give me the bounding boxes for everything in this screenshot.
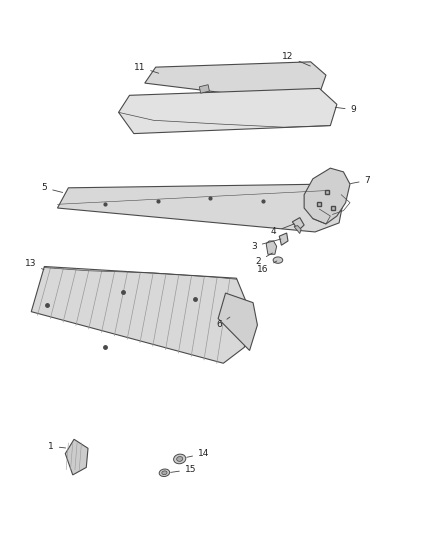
Polygon shape bbox=[65, 439, 88, 475]
Text: 2: 2 bbox=[255, 253, 272, 265]
Text: 15: 15 bbox=[171, 465, 196, 474]
Polygon shape bbox=[294, 225, 301, 233]
Text: 3: 3 bbox=[251, 239, 281, 251]
Text: 6: 6 bbox=[216, 317, 230, 329]
Text: 12: 12 bbox=[283, 52, 310, 66]
Polygon shape bbox=[119, 88, 337, 134]
Text: 16: 16 bbox=[257, 261, 277, 273]
Ellipse shape bbox=[159, 469, 170, 477]
Polygon shape bbox=[199, 85, 209, 93]
Text: 7: 7 bbox=[350, 176, 370, 185]
Text: 1: 1 bbox=[48, 442, 66, 451]
Ellipse shape bbox=[162, 471, 167, 475]
Polygon shape bbox=[31, 266, 250, 364]
Polygon shape bbox=[279, 233, 288, 245]
Text: 14: 14 bbox=[187, 449, 209, 458]
Polygon shape bbox=[292, 217, 304, 230]
Text: 13: 13 bbox=[25, 260, 44, 270]
Polygon shape bbox=[145, 62, 326, 103]
Ellipse shape bbox=[273, 257, 283, 263]
Text: 5: 5 bbox=[42, 183, 63, 192]
Ellipse shape bbox=[173, 454, 186, 464]
Polygon shape bbox=[218, 293, 258, 351]
Polygon shape bbox=[266, 241, 277, 254]
Text: 4: 4 bbox=[271, 224, 294, 237]
Polygon shape bbox=[57, 184, 343, 232]
Text: 11: 11 bbox=[134, 63, 159, 73]
Polygon shape bbox=[304, 168, 350, 224]
Text: 9: 9 bbox=[335, 105, 357, 114]
Ellipse shape bbox=[177, 457, 183, 462]
